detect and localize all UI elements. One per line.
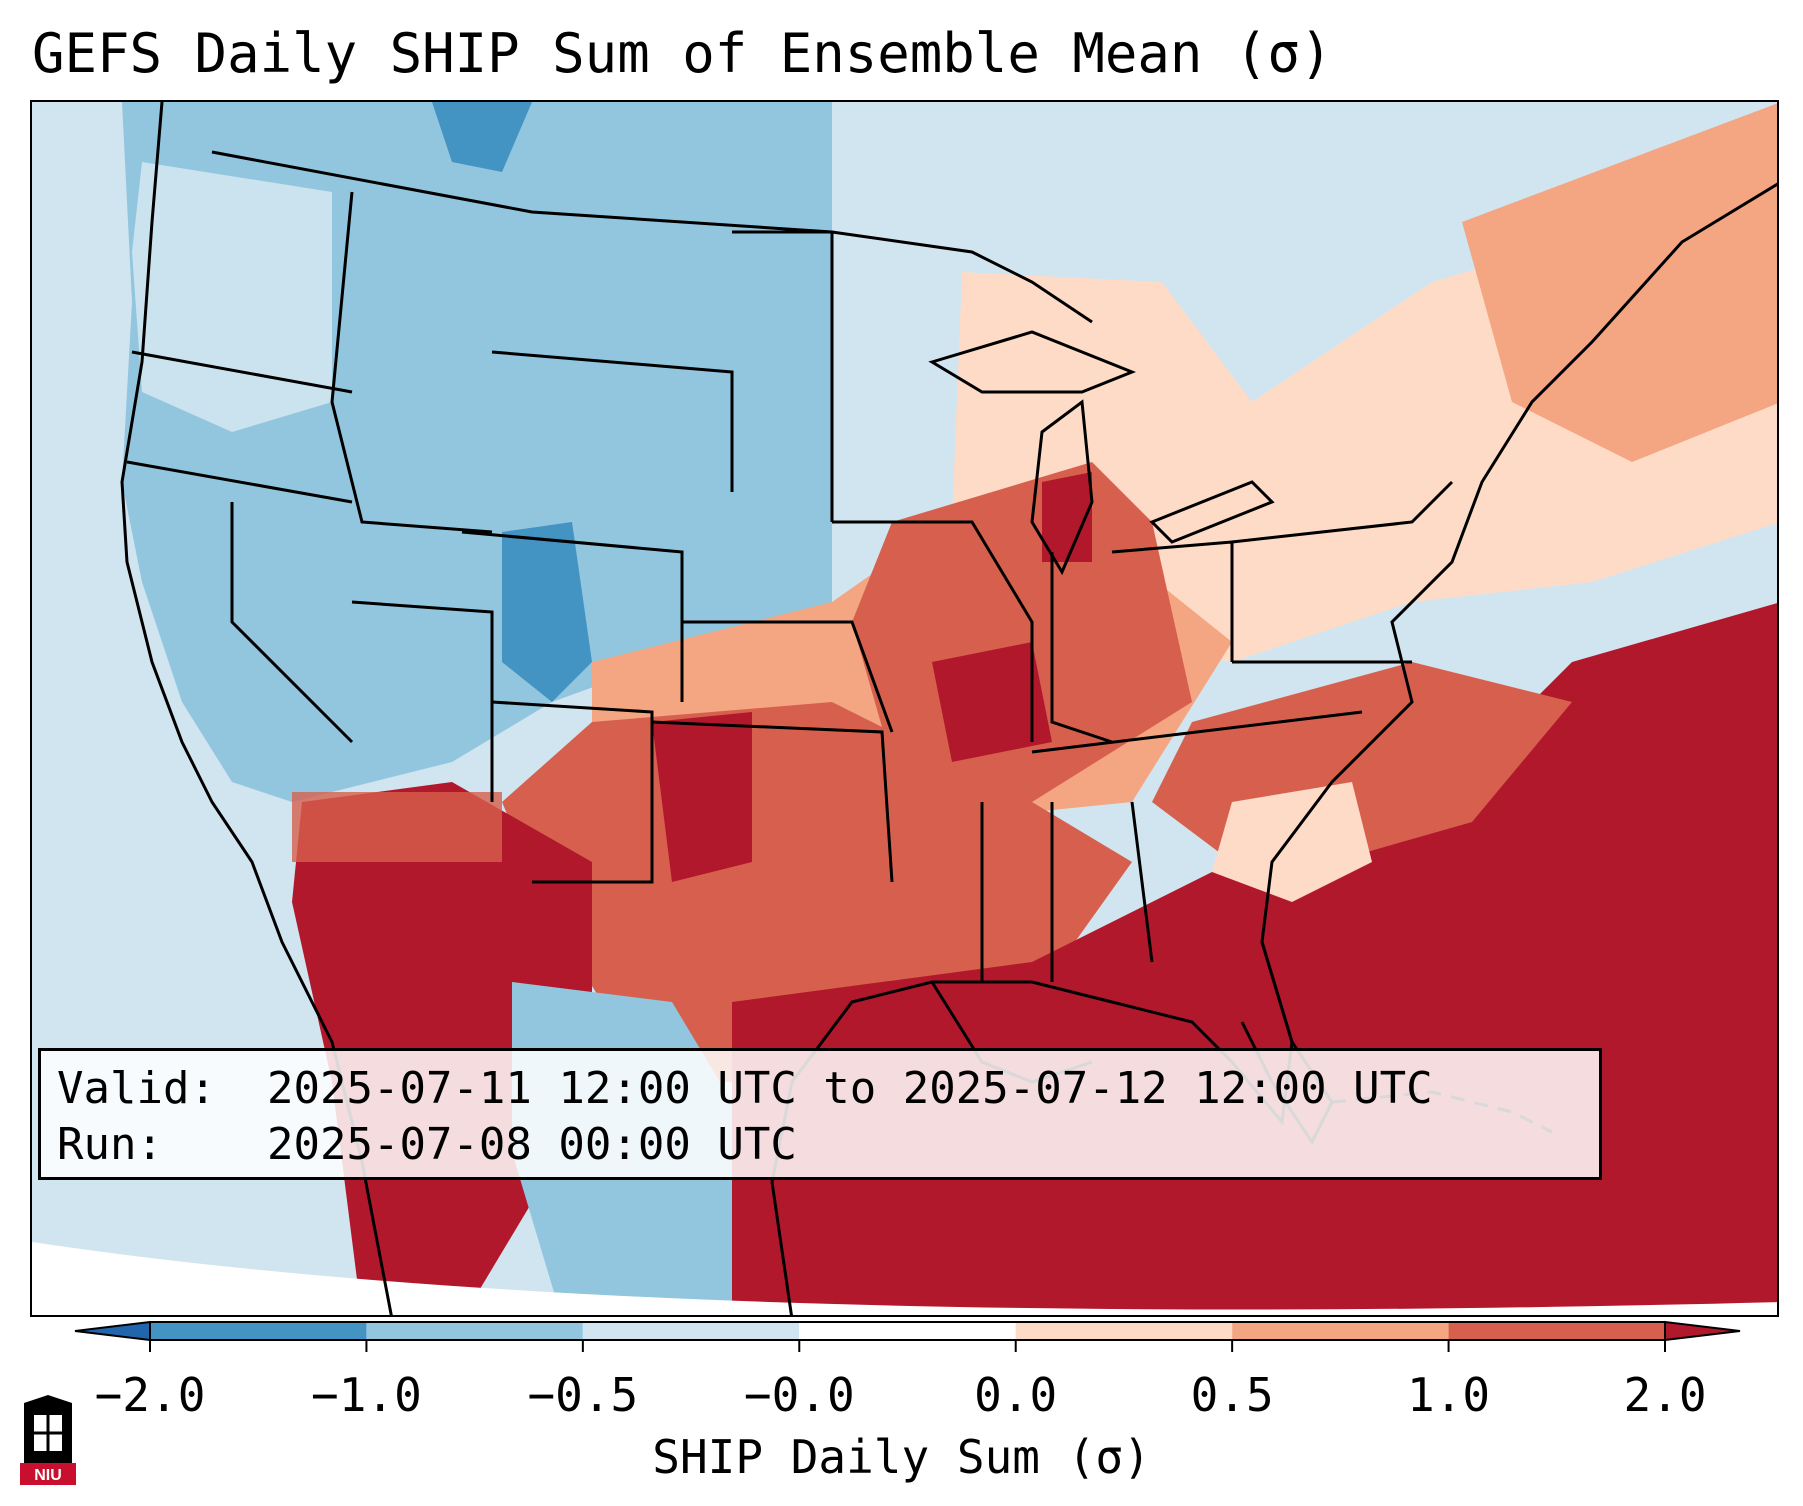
colorbar-bin-6 (1448, 1322, 1665, 1340)
colorbar-over-triangle (1664, 1320, 1741, 1342)
info-box: Valid: 2025-07-11 12:00 UTC to 2025-07-12… (38, 1048, 1602, 1180)
border-mt-wy (491, 350, 734, 492)
border-nm (491, 700, 654, 884)
border-ks-ne (682, 620, 894, 733)
lake-michigan (1030, 399, 1094, 576)
colorbar-frame (149, 1321, 1666, 1341)
projection-edge (32, 1242, 1777, 1315)
region-northeast-orange (1462, 103, 1777, 462)
colorbar-bin-0 (150, 1322, 367, 1340)
colorbar-tick-label: 0.0 (974, 1368, 1058, 1422)
run-label: Run: (57, 1119, 163, 1170)
colorbar-bin-3 (799, 1322, 1016, 1340)
colorbar-under-triangle (74, 1320, 151, 1342)
colorbar-bin-5 (1232, 1322, 1449, 1340)
colorbar-label: SHIP Daily Sum (σ) (652, 1430, 1151, 1484)
colorbar-tick-label: −0.5 (527, 1368, 639, 1422)
border-or-ca (126, 460, 353, 504)
border-ut-az (351, 600, 494, 802)
region-rockies-dark (502, 522, 592, 702)
colorbar-group (74, 1320, 1741, 1352)
colorbar-tick-label: 0.5 (1190, 1368, 1274, 1422)
region-midwest-red (852, 462, 1192, 802)
border-ca-nv (230, 502, 354, 744)
lake-erie (1149, 480, 1275, 544)
border-wa-or (131, 350, 353, 394)
region-sw-orange (292, 792, 502, 862)
region-oklahoma-dark (652, 712, 752, 882)
border-ia-mo (832, 520, 1034, 742)
logo-text: NIU (34, 1467, 62, 1484)
border-tx-ok (651, 720, 894, 883)
colorbar-tick-label: 2.0 (1623, 1368, 1707, 1422)
colorbar-tick-label: 1.0 (1407, 1368, 1491, 1422)
colorbar-tick-label: −0.0 (743, 1368, 855, 1422)
chart-title: GEFS Daily SHIP Sum of Ensemble Mean (σ) (32, 22, 1333, 85)
canada-border (211, 150, 1093, 324)
colorbar-bin-1 (366, 1322, 583, 1340)
colorbar-bin-4 (1015, 1322, 1233, 1340)
border-nd-sd (732, 230, 834, 522)
border-id (330, 191, 493, 534)
region-southeast-light (1212, 782, 1372, 902)
region-illinois-dark (1042, 472, 1092, 562)
colorbar-tick-label: −1.0 (311, 1368, 422, 1422)
valid-value: 2025-07-11 12:00 UTC to 2025-07-12 12:00… (267, 1063, 1433, 1114)
colorbar-tick-label: −2.0 (94, 1368, 206, 1422)
border-pa-ny (1231, 480, 1454, 544)
borders (120, 102, 1777, 1315)
border-co (461, 530, 684, 702)
valid-label: Valid: (57, 1063, 216, 1114)
lake-superior (928, 330, 1137, 394)
colorbar-bin-2 (582, 1322, 800, 1340)
run-value: 2025-07-08 00:00 UTC (267, 1119, 797, 1170)
region-northwest (132, 162, 332, 432)
border-ms-al (980, 801, 1154, 982)
region-missouri-dark (932, 642, 1052, 762)
niu-logo-icon: NIU (20, 1395, 76, 1485)
west-coastline (120, 102, 393, 1315)
border-tn (1031, 710, 1363, 754)
region-montana-dark (432, 102, 532, 172)
border-il-in (1050, 552, 1113, 744)
